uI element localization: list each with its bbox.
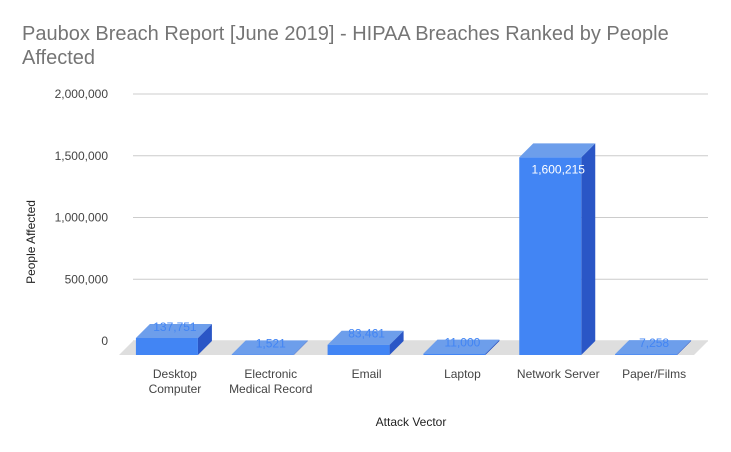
- bar-side: [581, 143, 596, 355]
- bar-top: [615, 340, 692, 355]
- bar: 7,258: [615, 336, 692, 355]
- bar-side: [485, 339, 500, 355]
- gridlines: [133, 93, 708, 342]
- bars: 137,751 1,521 83,461 11,000 1,600,215 7,258: [135, 143, 692, 355]
- x-axis-title: Attack Vector: [376, 415, 447, 429]
- bar: 83,461: [327, 327, 404, 355]
- bar-top: [423, 339, 500, 354]
- bar: 11,000: [423, 336, 500, 355]
- bar-front: [615, 354, 678, 355]
- bar-side: [677, 340, 692, 355]
- y-tick-label: 1,500,000: [55, 149, 109, 163]
- data-label: 11,000: [445, 336, 481, 350]
- bar: 1,600,215: [519, 143, 596, 355]
- y-tick-label: 2,000,000: [55, 87, 109, 101]
- bar-top: [135, 323, 212, 338]
- y-tick-label: 500,000: [65, 272, 109, 286]
- bar-front: [327, 344, 390, 355]
- bar-top: [231, 340, 308, 355]
- y-tick-label: 0: [101, 334, 108, 348]
- data-label: 1,521: [256, 336, 286, 350]
- y-axis-ticks: 0 500,000 1,000,000 1,500,000 2,000,000: [55, 87, 109, 348]
- bar-side: [197, 323, 212, 355]
- x-tick-label: Laptop: [444, 367, 481, 381]
- bar-front: [231, 354, 294, 355]
- x-tick-label: Electronic Medical Record: [229, 367, 312, 396]
- bar: 137,751: [135, 320, 212, 355]
- bar-front: [519, 157, 582, 355]
- y-axis-title: People Affected: [24, 200, 38, 284]
- data-label: 137,751: [153, 320, 197, 334]
- bar-top: [327, 330, 404, 345]
- bar-front: [423, 353, 486, 355]
- bar: 1,521: [231, 336, 308, 355]
- x-tick-label: Network Server: [517, 367, 600, 381]
- x-tick-label: Email: [352, 367, 382, 381]
- x-tick-label: Desktop Computer: [149, 367, 202, 396]
- y-tick-label: 1,000,000: [55, 211, 109, 225]
- data-label: 1,600,215: [532, 162, 586, 176]
- bar-top: [519, 143, 596, 158]
- data-label: 83,461: [348, 327, 385, 341]
- bar-side: [293, 340, 308, 355]
- bar-side: [389, 330, 404, 355]
- x-axis-categories: Desktop Computer Electronic Medical Record E…: [149, 367, 687, 396]
- bar-front: [135, 337, 198, 355]
- data-label: 7,258: [639, 336, 669, 350]
- chart-title: Paubox Breach Report [June 2019] - HIPAA…: [22, 23, 669, 69]
- x-tick-label: Paper/Films: [622, 367, 686, 381]
